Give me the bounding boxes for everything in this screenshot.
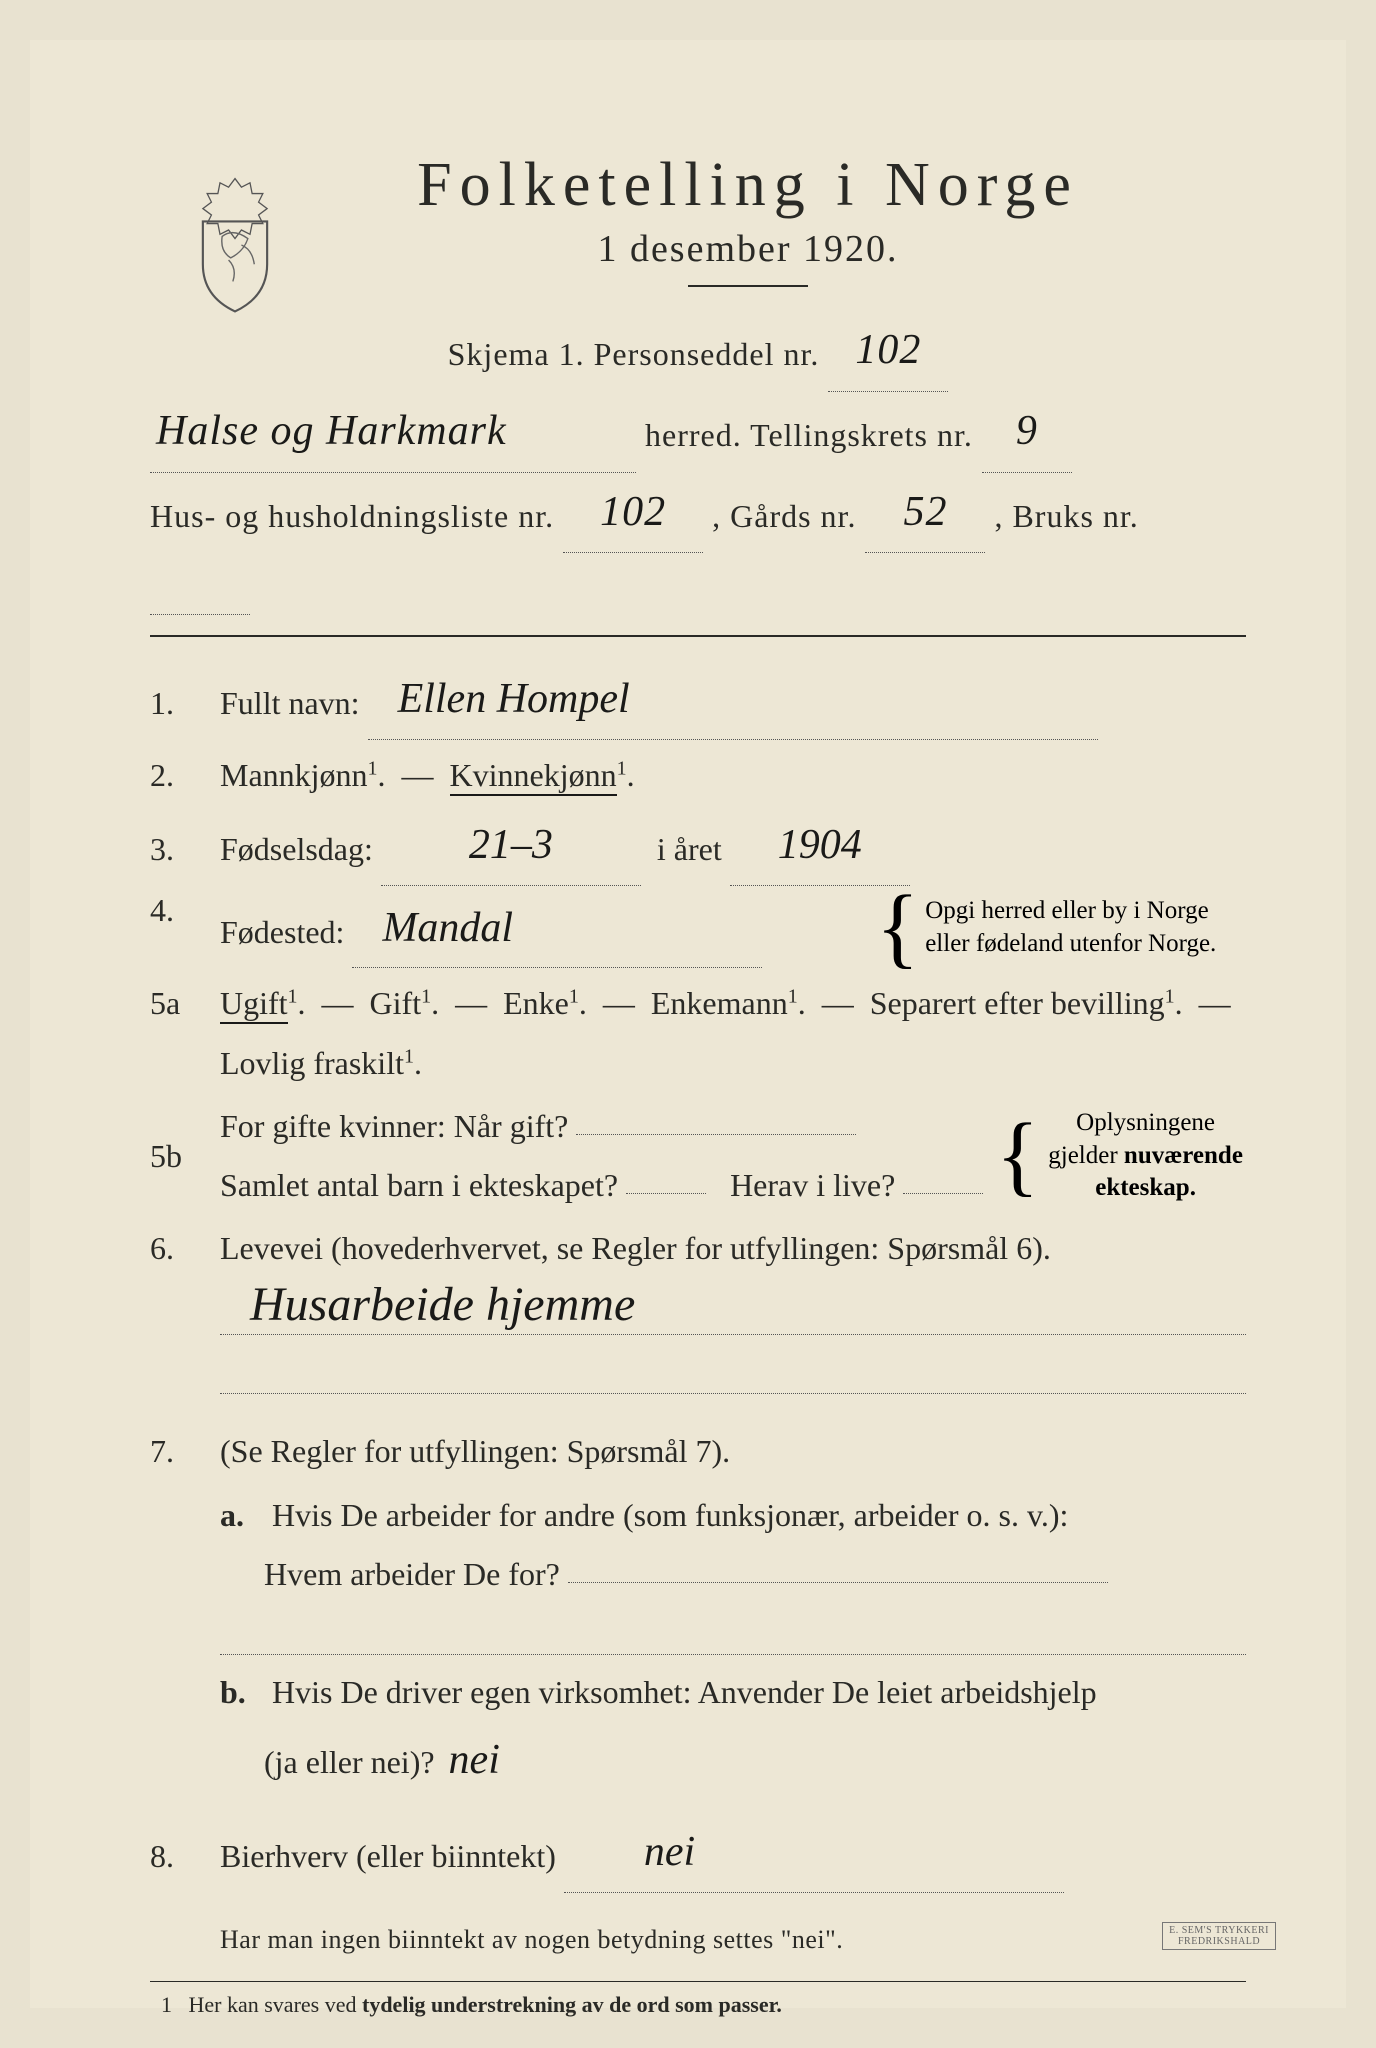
q7b: b. Hvis De driver egen virksomhet: Anven… [220, 1663, 1246, 1800]
herred-line: Halse og Harkmark herred. Tellingskrets … [150, 394, 1246, 475]
scan-page: Folketelling i Norge 1 desember 1920. Sk… [0, 0, 1376, 2048]
q6-blank-line [220, 1343, 1246, 1394]
divider [150, 635, 1246, 637]
gards-label: , Gårds nr. [712, 498, 856, 534]
q3-year: 1904 [778, 807, 862, 885]
title-block: Folketelling i Norge 1 desember 1920. [250, 150, 1246, 287]
q6: 6. Levevei (hovederhvervet, se Regler fo… [150, 1219, 1246, 1278]
q5b-note2b: nuværende [1124, 1142, 1243, 1169]
footer-note: Har man ingen biinntekt av nogen betydni… [220, 1925, 1246, 1955]
q2-kvinne: Kvinnekjønn [450, 757, 617, 796]
q7-num: 7. [150, 1433, 220, 1470]
coat-of-arms-icon [180, 170, 290, 320]
q7a-l1: Hvis De arbeider for andre (som funksjon… [272, 1497, 1068, 1533]
q7a-blank-line [220, 1604, 1246, 1655]
q8-value: nei [644, 1814, 695, 1892]
q8: 8. Bierhverv (eller biinntekt) nei [150, 1816, 1246, 1895]
q4-note: { Opgi herred eller by i Norge eller fød… [876, 892, 1246, 964]
skjema-line: Skjema 1. Personseddel nr. 102 [150, 313, 1246, 394]
subtitle: 1 desember 1920. [250, 227, 1246, 271]
q6-num: 6. [150, 1230, 220, 1267]
q7: 7. (Se Regler for utfyllingen: Spørsmål … [150, 1422, 1246, 1481]
q5b-note: { Oplysningene gjelder nuværende ekteska… [996, 1107, 1246, 1205]
q4-label: Fødested: [220, 914, 344, 950]
q5a-enke: Enke [503, 985, 569, 1021]
q2: 2. Mannkjønn1. — Kvinnekjønn1. [150, 746, 1246, 805]
q7-label: (Se Regler for utfyllingen: Spørsmål 7). [220, 1422, 1246, 1481]
q6-label: Levevei (hovederhvervet, se Regler for u… [220, 1219, 1246, 1278]
q3-day: 21–3 [469, 807, 553, 885]
q4-num: 4. [150, 892, 220, 929]
stamp-l1: E. SEM'S TRYKKERI [1169, 1925, 1269, 1936]
herred-value: Halse og Harkmark [156, 392, 507, 472]
footnote-b: tydelig understrekning av de ord som pas… [362, 1992, 782, 2017]
q3-label: Fødselsdag: [220, 831, 373, 867]
q8-num: 8. [150, 1838, 220, 1875]
bruks-label: , Bruks nr. [994, 498, 1138, 534]
document-sheet: Folketelling i Norge 1 desember 1920. Sk… [30, 40, 1346, 2008]
q1-label: Fullt navn: [220, 685, 360, 721]
personseddel-nr: 102 [855, 311, 921, 391]
skjema-label: Skjema 1. Personseddel nr. [448, 336, 820, 372]
q4-note1: Opgi herred eller by i Norge [925, 895, 1216, 928]
q7b-l1: Hvis De driver egen virksomhet: Anvender… [272, 1674, 1097, 1710]
hus-label: Hus- og husholdningsliste nr. [150, 498, 554, 534]
q6-value: Husarbeide hjemme [220, 1277, 635, 1332]
q7b-value: nei [449, 1722, 500, 1800]
q5a-gift: Gift [370, 985, 422, 1021]
q5b-note1: Oplysningene [1045, 1107, 1246, 1140]
q5a-enkemann: Enkemann [651, 985, 788, 1021]
q5b-note3: ekteskap. [1095, 1174, 1196, 1201]
q7a: a. Hvis De arbeider for andre (som funks… [220, 1486, 1246, 1604]
q1-value: Ellen Hompel [398, 661, 630, 739]
q7a-l2: Hvem arbeider De for? [264, 1556, 560, 1592]
title-rule [688, 285, 808, 287]
q7b-l2: (ja eller nei)? [264, 1744, 435, 1780]
gards-nr: 52 [903, 473, 947, 553]
q2-num: 2. [150, 757, 220, 794]
stamp-l2: FREDRIKSHALD [1169, 1936, 1269, 1947]
q5a: 5a Ugift1. — Gift1. — Enke1. — Enkemann1… [150, 974, 1246, 1092]
footnote-num: 1 [161, 1992, 172, 2017]
q6-value-line: Husarbeide hjemme [220, 1282, 1246, 1335]
footnote: 1 Her kan svares ved tydelig understrekn… [150, 1992, 1246, 2018]
hus-nr: 102 [600, 473, 666, 553]
q8-label: Bierhverv (eller biinntekt) [220, 1838, 556, 1874]
q1-num: 1. [150, 685, 220, 722]
q2-mann: Mannkjønn [220, 757, 368, 793]
main-title: Folketelling i Norge [250, 150, 1246, 221]
q3-mid: i året [657, 831, 722, 867]
q5a-num: 5a [150, 985, 220, 1022]
q4-value: Mandal [382, 890, 513, 968]
q5b-note2a: gjelder [1048, 1142, 1124, 1169]
q4: 4. Fødested: Mandal { Opgi herred eller … [150, 892, 1246, 971]
q5b-l2b: Herav i live? [730, 1167, 895, 1203]
q5b-l1: For gifte kvinner: Når gift? [220, 1108, 568, 1144]
printer-stamp: E. SEM'S TRYKKERI FREDRIKSHALD [1162, 1922, 1276, 1950]
footnote-rule [150, 1981, 1246, 1982]
q3-num: 3. [150, 831, 220, 868]
q5a-ugift: Ugift [220, 985, 288, 1024]
q5a-separert: Separert efter bevilling [870, 985, 1165, 1021]
q5b-l2a: Samlet antal barn i ekteskapet? [220, 1167, 618, 1203]
footnote-a: Her kan svares ved [189, 1992, 363, 2017]
q5b-num: 5b [150, 1138, 220, 1175]
q5b: 5b For gifte kvinner: Når gift? Samlet a… [150, 1097, 1246, 1215]
q1: 1. Fullt navn: Ellen Hompel [150, 663, 1246, 742]
q3: 3. Fødselsdag: 21–3 i året 1904 [150, 809, 1246, 888]
herred-label: herred. Tellingskrets nr. [645, 417, 973, 453]
tellingskrets-nr: 9 [1016, 392, 1038, 472]
q5a-fraskilt: Lovlig fraskilt [220, 1045, 404, 1081]
hus-line: Hus- og husholdningsliste nr. 102 , Gård… [150, 475, 1246, 618]
q4-note2: eller fødeland utenfor Norge. [925, 928, 1216, 961]
